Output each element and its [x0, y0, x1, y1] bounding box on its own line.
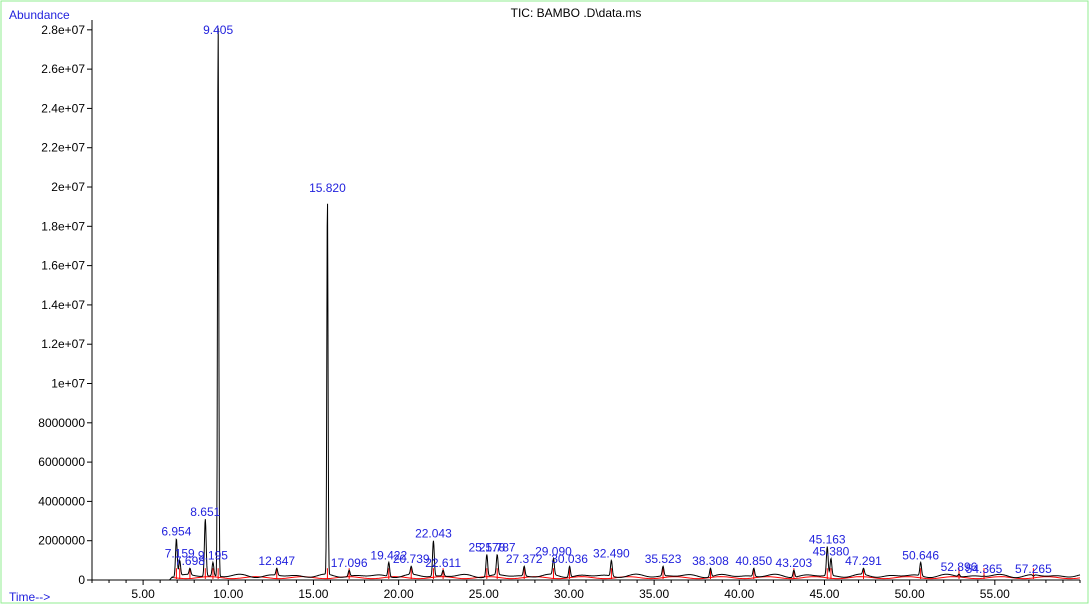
peak-label: 32.490 — [593, 546, 630, 560]
y-tick-label: 2.4e+07 — [41, 101, 85, 115]
peak-label: 9.405 — [203, 23, 233, 37]
peak-label: 20.739 — [393, 552, 430, 566]
peak-label: 19.422 — [370, 548, 407, 562]
peak-label: 17.096 — [331, 556, 368, 570]
x-tick-label: 35.00 — [639, 587, 669, 601]
peak-label: 40.850 — [735, 554, 772, 568]
peak-label: 29.090 — [535, 544, 572, 558]
peak-label: 6.954 — [161, 525, 191, 539]
x-tick-label: 15.00 — [298, 587, 328, 601]
peak-label: 45.163 — [809, 533, 846, 547]
y-tick-label: 1.2e+07 — [41, 337, 85, 351]
peak-label: 8.651 — [190, 505, 220, 519]
x-tick-label: 55.00 — [980, 587, 1010, 601]
x-tick-label: 30.00 — [554, 587, 584, 601]
y-tick-label: 1.6e+07 — [41, 259, 85, 273]
peak-label: 12.847 — [258, 554, 295, 568]
peak-label: 22.611 — [425, 556, 461, 570]
peak-label: 7.698 — [175, 554, 205, 568]
peak-label: 45.380 — [813, 544, 850, 558]
y-tick-label: 2.6e+07 — [41, 62, 85, 76]
y-tick-label: 1.8e+07 — [41, 219, 85, 233]
x-tick-label: 10.00 — [213, 587, 243, 601]
x-tick-label: 45.00 — [809, 587, 839, 601]
y-axis-ticks: 0 2000000 4000000 6000000 8000000 1e+07 1.2e+0… — [38, 23, 92, 587]
y-tick-label: 2e+07 — [51, 180, 85, 194]
y-tick-label: 2000000 — [38, 534, 85, 548]
peak-label: 38.308 — [692, 554, 729, 568]
baseline-trace — [173, 576, 1081, 580]
peak-label: 52.896 — [941, 560, 978, 574]
peak-label: 25.178 — [468, 540, 505, 554]
y-tick-label: 6000000 — [38, 455, 85, 469]
peak-label: 9.195 — [198, 548, 228, 562]
peak-label: 47.291 — [845, 554, 882, 568]
y-tick-label: 4000000 — [38, 494, 85, 508]
y-tick-label: 8000000 — [38, 416, 85, 430]
peak-label: 7.159 — [165, 546, 195, 560]
x-axis-ticks: 5.00 10.00 15.00 20.00 25.00 30.00 35.00 40.00 4… — [91, 580, 1081, 601]
peak-label: 43.203 — [776, 556, 813, 570]
y-tick-label: 0 — [78, 573, 85, 587]
peak-label: 54.365 — [966, 562, 1003, 576]
y-tick-label: 2.8e+07 — [41, 23, 85, 37]
peak-label: 25.787 — [479, 540, 516, 554]
peak-label: 15.820 — [309, 181, 346, 195]
x-tick-label: 25.00 — [469, 587, 499, 601]
peak-label: 22.043 — [415, 527, 452, 541]
peak-label: 35.523 — [645, 552, 682, 566]
peak-label: 50.646 — [902, 548, 939, 562]
chart-title: TIC: BAMBO .D\data.ms — [511, 6, 642, 20]
x-tick-label: 5.00 — [131, 587, 155, 601]
y-tick-label: 2.2e+07 — [41, 141, 85, 155]
y-tick-label: 1.4e+07 — [41, 298, 85, 312]
x-axis-label: Time--> — [9, 590, 50, 604]
x-tick-label: 50.00 — [895, 587, 925, 601]
peak-label: 27.372 — [506, 552, 543, 566]
peak-label: 30.036 — [551, 552, 588, 566]
tic-trace — [169, 28, 1081, 581]
x-tick-label: 40.00 — [724, 587, 754, 601]
y-tick-label: 1e+07 — [51, 377, 85, 391]
baseline-integration-ticks — [175, 568, 1034, 579]
y-axis-label: Abundance — [9, 8, 70, 22]
x-tick-label: 20.00 — [384, 587, 414, 601]
peak-label: 57.265 — [1015, 562, 1052, 576]
